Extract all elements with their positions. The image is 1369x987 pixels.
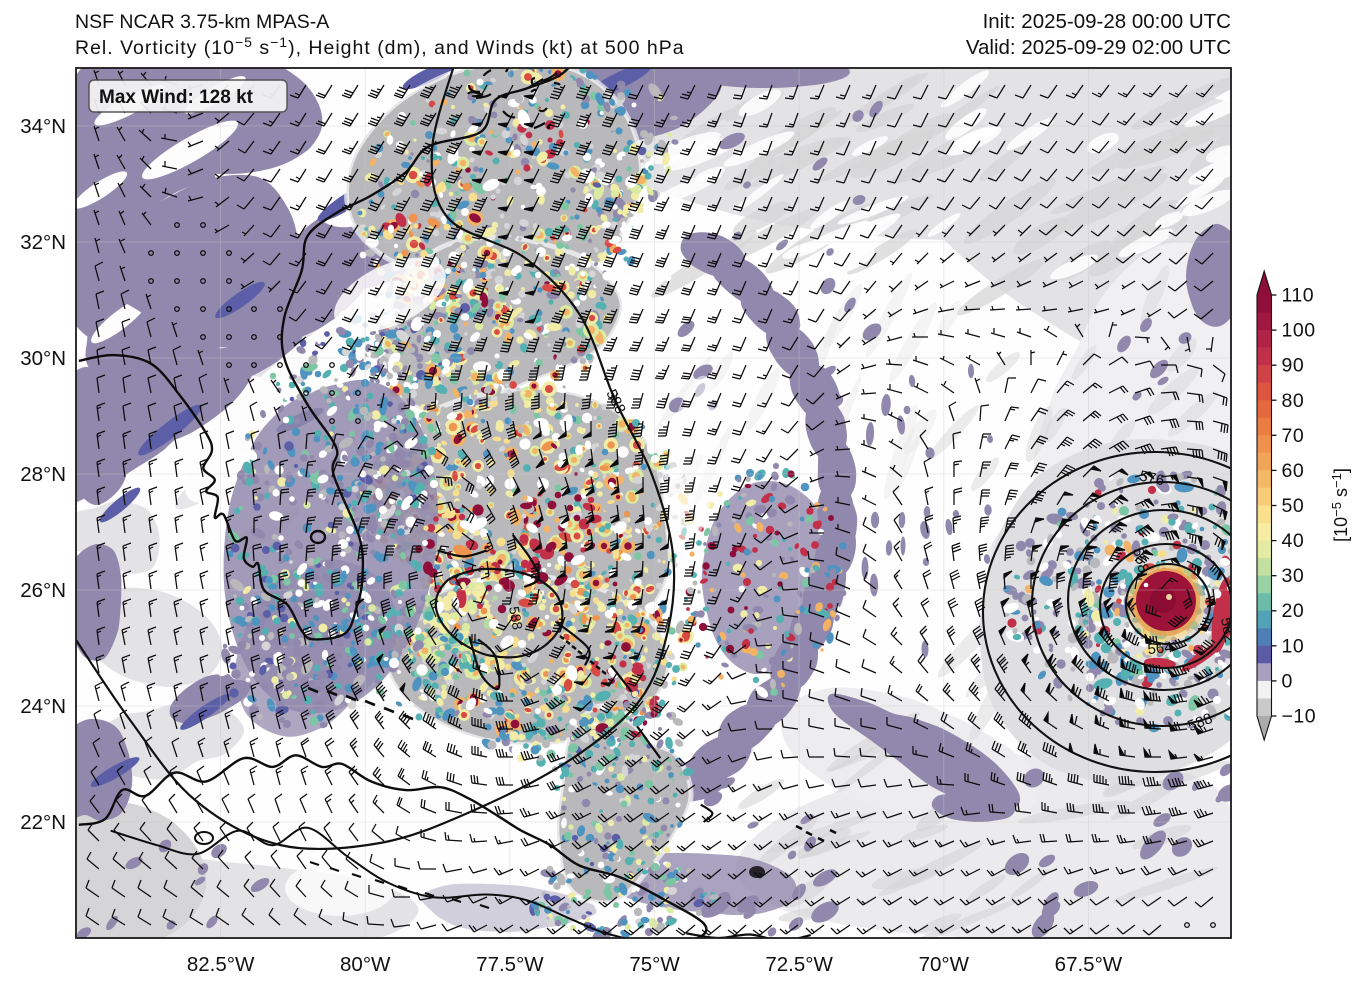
svg-text:Init: 2025-09-28 00:00 UTC: Init: 2025-09-28 00:00 UTC [983,10,1232,33]
svg-text:22°N: 22°N [20,811,66,834]
svg-text:70: 70 [1282,425,1305,447]
svg-text:20: 20 [1282,600,1305,622]
svg-text:0: 0 [1282,670,1293,692]
svg-text:34°N: 34°N [20,115,66,138]
svg-text:Max Wind: 128 kt: Max Wind: 128 kt [99,87,254,108]
svg-text:Rel. Vorticity (10−5 s−1), Hei: Rel. Vorticity (10−5 s−1), Height (dm), … [75,34,685,59]
svg-text:75°W: 75°W [629,953,680,976]
svg-text:24°N: 24°N [20,695,66,718]
svg-text:82.5°W: 82.5°W [187,953,255,976]
svg-text:90: 90 [1282,355,1305,377]
svg-text:100: 100 [1282,320,1316,342]
svg-text:32°N: 32°N [20,231,66,254]
svg-text:30°N: 30°N [20,347,66,370]
svg-text:10: 10 [1282,635,1305,657]
svg-text:50: 50 [1282,495,1305,517]
svg-text:110: 110 [1282,285,1315,307]
svg-text:30: 30 [1282,565,1305,587]
svg-text:72.5°W: 72.5°W [765,953,833,976]
svg-text:−10: −10 [1282,706,1317,728]
svg-text:80°W: 80°W [340,953,391,976]
svg-text:Valid: 2025-09-29 02:00 UTC: Valid: 2025-09-29 02:00 UTC [966,36,1231,59]
svg-text:67.5°W: 67.5°W [1055,953,1123,976]
svg-text:26°N: 26°N [20,579,66,602]
svg-text:60: 60 [1282,460,1305,482]
svg-text:70°W: 70°W [919,953,970,976]
svg-text:28°N: 28°N [20,463,66,486]
svg-text:77.5°W: 77.5°W [476,953,544,976]
svg-text:40: 40 [1282,530,1305,552]
svg-text:80: 80 [1282,390,1305,412]
svg-text:NSF NCAR 3.75-km MPAS-A: NSF NCAR 3.75-km MPAS-A [75,11,329,33]
